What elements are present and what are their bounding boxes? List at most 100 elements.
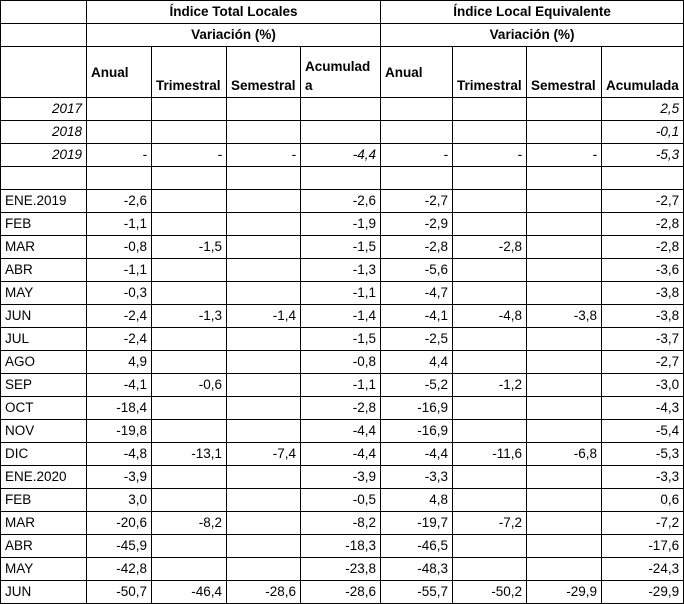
- value-cell: [151, 419, 227, 443]
- value-cell: -1,5: [299, 327, 382, 351]
- value-cell: [526, 235, 603, 259]
- value-cell: [151, 281, 227, 305]
- value-cell: [452, 396, 528, 420]
- value-cell: [226, 511, 301, 535]
- value-cell: -0,8: [86, 235, 152, 259]
- empty-cell: [452, 166, 528, 190]
- value-cell: -1,5: [151, 235, 227, 259]
- value-cell: -1,2: [452, 373, 528, 397]
- value-cell: -2,7: [601, 350, 684, 374]
- value-cell: -0,1: [601, 120, 684, 144]
- value-cell: 4,8: [380, 488, 454, 512]
- col-header-semestral: Semestral: [526, 46, 603, 98]
- month-row: MAR -0,8 -1,5 -1,5 -2,8 -2,8 -2,8: [0, 235, 684, 259]
- value-cell: -4,1: [86, 373, 152, 397]
- value-cell: -46,5: [380, 534, 454, 558]
- value-cell: -8,2: [299, 511, 382, 535]
- value-cell: -29,9: [601, 580, 684, 604]
- value-cell: [226, 97, 301, 121]
- value-cell: -2,7: [601, 189, 684, 213]
- year-row: 2019- - - -4,4- - - -5,3: [0, 143, 684, 167]
- value-cell: -: [226, 143, 301, 167]
- value-cell: -3,7: [601, 327, 684, 351]
- value-cell: -28,6: [299, 580, 382, 604]
- value-cell: -2,9: [380, 212, 454, 236]
- value-cell: -1,1: [299, 281, 382, 305]
- value-cell: -16,9: [380, 419, 454, 443]
- value-cell: [452, 557, 528, 581]
- month-row: AGO 4,9 -0,8 4,4 -2,7: [0, 350, 684, 374]
- value-cell: -19,7: [380, 511, 454, 535]
- value-cell: [226, 488, 301, 512]
- group-title-equivalente: Índice Local Equivalente: [380, 0, 684, 24]
- month-row: JUN -2,4 -1,3 -1,4 -1,4 -4,1 -4,8 -3,8 -3,8: [0, 304, 684, 328]
- value-cell: 4,9: [86, 350, 152, 374]
- value-cell: [526, 465, 603, 489]
- variation-label-equivalente: Variación (%): [380, 23, 684, 47]
- value-cell: -7,2: [601, 511, 684, 535]
- value-cell: 0,6: [601, 488, 684, 512]
- value-cell: -2,4: [86, 304, 152, 328]
- value-cell: -3,8: [601, 304, 684, 328]
- value-cell: -4,4: [299, 143, 382, 167]
- empty-cell: [0, 166, 87, 190]
- value-cell: -2,8: [452, 235, 528, 259]
- month-row: FEB 3,0 -0,5 4,8 0,6: [0, 488, 684, 512]
- value-cell: -7,2: [452, 511, 528, 535]
- row-label: 2018: [0, 120, 87, 144]
- value-cell: -11,6: [452, 442, 528, 466]
- value-cell: [226, 396, 301, 420]
- value-cell: [226, 120, 301, 144]
- value-cell: -4,4: [299, 419, 382, 443]
- value-cell: [226, 534, 301, 558]
- value-cell: [226, 419, 301, 443]
- row-label: MAY: [0, 557, 87, 581]
- value-cell: -4,8: [86, 442, 152, 466]
- value-cell: [526, 120, 603, 144]
- row-label: ABR: [0, 534, 87, 558]
- value-cell: [526, 281, 603, 305]
- value-cell: [226, 258, 301, 282]
- value-cell: -1,9: [299, 212, 382, 236]
- month-row: DIC -4,8 -13,1 -7,4 -4,4 -4,4 -11,6 -6,8 -5,3: [0, 442, 684, 466]
- corner-cell: [0, 23, 87, 47]
- value-cell: [151, 258, 227, 282]
- value-cell: -50,2: [452, 580, 528, 604]
- value-cell: -45,9: [86, 534, 152, 558]
- value-cell: [452, 97, 528, 121]
- value-cell: -3,3: [380, 465, 454, 489]
- month-row: ABR -45,9 -18,3 -46,5 -17,6: [0, 534, 684, 558]
- value-cell: -2,8: [601, 212, 684, 236]
- value-cell: -5,4: [601, 419, 684, 443]
- col-header-trimestral: Trimestral: [452, 46, 528, 98]
- value-cell: [452, 281, 528, 305]
- value-cell: [151, 97, 227, 121]
- row-label: OCT: [0, 396, 87, 420]
- row-label: ENE.2020: [0, 465, 87, 489]
- empty-cell: [86, 166, 152, 190]
- month-row: FEB -1,1 -1,9 -2,9 -2,8: [0, 212, 684, 236]
- month-row: JUN -50,7 -46,4 -28,6 -28,6 -55,7 -50,2 -29,9 -2…: [0, 580, 684, 604]
- value-cell: -1,4: [226, 304, 301, 328]
- value-cell: -5,6: [380, 258, 454, 282]
- value-cell: -: [526, 143, 603, 167]
- value-cell: -3,0: [601, 373, 684, 397]
- value-cell: [226, 373, 301, 397]
- value-cell: [226, 212, 301, 236]
- col-header-acumulada: Acumulada: [601, 46, 684, 98]
- row-label: MAR: [0, 235, 87, 259]
- col-header-anual: Anual: [86, 46, 152, 98]
- value-cell: [151, 557, 227, 581]
- month-row: ABR -1,1 -1,3 -5,6 -3,6: [0, 258, 684, 282]
- value-cell: -: [151, 143, 227, 167]
- month-row: MAY -42,8 -23,8 -48,3 -24,3: [0, 557, 684, 581]
- col-header-semestral: Semestral: [226, 46, 301, 98]
- row-label: JUN: [0, 304, 87, 328]
- value-cell: -2,8: [299, 396, 382, 420]
- year-row: 2018 -0,1: [0, 120, 684, 144]
- value-cell: [452, 419, 528, 443]
- empty-cell: [151, 166, 227, 190]
- value-cell: [151, 120, 227, 144]
- row-label: FEB: [0, 488, 87, 512]
